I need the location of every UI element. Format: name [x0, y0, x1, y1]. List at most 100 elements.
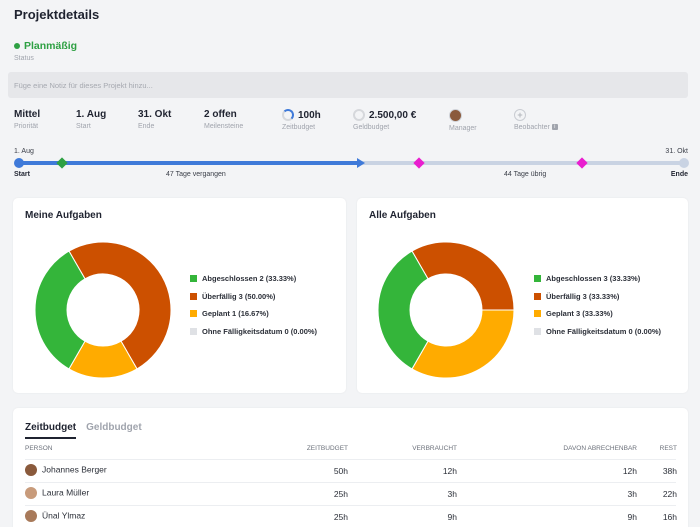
- legend-item[interactable]: Abgeschlossen 2 (33.33%): [190, 270, 317, 288]
- my-tasks-donut-chart: [34, 241, 172, 379]
- priority-caption: Priorität: [14, 123, 39, 130]
- project-note-input[interactable]: Füge eine Notiz für dieses Projekt hinzu…: [8, 72, 688, 98]
- my-tasks-card: Meine Aufgaben Abgeschlossen 2 (33.33%) …: [13, 198, 346, 393]
- table-divider: [25, 505, 676, 506]
- timeline-bar[interactable]: [14, 157, 689, 169]
- legend-item[interactable]: Geplant 1 (16.67%): [190, 305, 317, 323]
- all-tasks-legend: Abgeschlossen 3 (33.33%) Überfällig 3 (3…: [534, 270, 661, 340]
- legend-item[interactable]: Ohne Fälligkeitsdatum 0 (0.00%): [190, 323, 317, 341]
- row-billable: 12h: [622, 466, 637, 476]
- all-tasks-donut-chart: [377, 241, 515, 379]
- legend-swatch: [190, 275, 197, 283]
- milestone-open-icon[interactable]: [413, 157, 425, 169]
- col-budget-header[interactable]: Zeitbudget: [306, 445, 348, 452]
- person-avatar: [25, 487, 37, 499]
- all-tasks-card: Alle Aufgaben Abgeschlossen 3 (33.33%) Ü…: [357, 198, 688, 393]
- person-avatar: [25, 464, 37, 476]
- meta-manager[interactable]: Manager: [449, 109, 477, 132]
- end-caption: Ende: [138, 123, 155, 130]
- milestone-open-icon[interactable]: [576, 157, 588, 169]
- legend-item[interactable]: Überfällig 3 (33.33%): [534, 288, 661, 306]
- tab-money-budget[interactable]: Geldbudget: [86, 422, 142, 433]
- my-tasks-title: Meine Aufgaben: [25, 210, 102, 221]
- person-name: Ünal Ylmaz: [42, 510, 86, 521]
- manager-avatar[interactable]: [449, 109, 462, 122]
- legend-swatch: [534, 292, 541, 300]
- money-budget-caption: Geldbudget: [353, 124, 390, 131]
- timeline-end-date: 31. Okt: [665, 148, 688, 155]
- meta-money-budget[interactable]: 2.500,00 € Geldbudget: [353, 109, 416, 131]
- meta-priority[interactable]: Mittel Priorität: [14, 109, 40, 130]
- legend-item[interactable]: Überfällig 3 (50.00%): [190, 288, 317, 306]
- row-budget: 25h: [333, 489, 348, 499]
- legend-swatch: [534, 275, 541, 283]
- row-rest: 38h: [662, 466, 677, 476]
- donut-slice-überfällig[interactable]: [411, 241, 515, 311]
- row-billable: 9h: [627, 512, 637, 522]
- status-indicator[interactable]: Planmäßig: [14, 40, 77, 52]
- person-name: Johannes Berger: [42, 464, 107, 475]
- row-budget: 25h: [333, 512, 348, 522]
- meta-milestones[interactable]: 2 offen Meilensteine: [204, 109, 243, 130]
- col-billable-header[interactable]: Davon abrechenbar: [563, 445, 637, 452]
- timeline-end-dot: [679, 158, 689, 168]
- legend-label: Überfällig 3 (50.00%): [202, 291, 276, 301]
- donut-slice-geplant[interactable]: [411, 309, 515, 379]
- table-row[interactable]: Laura Müller 25h 3h 3h 22h: [13, 482, 688, 505]
- time-budget-caption: Zeitbudget: [282, 124, 316, 131]
- all-tasks-title: Alle Aufgaben: [369, 210, 436, 221]
- col-person-header[interactable]: Person: [25, 445, 53, 452]
- money-budget-ring-icon: [353, 109, 365, 121]
- meta-observer[interactable]: + Beobachter i: [514, 109, 558, 131]
- add-observer-icon[interactable]: +: [514, 109, 526, 121]
- info-icon[interactable]: i: [551, 124, 558, 131]
- legend-label: Geplant 3 (33.33%): [546, 309, 613, 319]
- row-used: 12h: [442, 466, 457, 476]
- col-rest-header[interactable]: Rest: [659, 445, 677, 452]
- manager-caption: Manager: [449, 125, 477, 132]
- status-dot-icon: [14, 43, 20, 49]
- col-used-header[interactable]: Verbraucht: [412, 445, 457, 452]
- legend-item[interactable]: Ohne Fälligkeitsdatum 0 (0.00%): [534, 323, 661, 341]
- timeline-elapsed-label: 47 Tage vergangen: [166, 171, 226, 178]
- meta-end[interactable]: 31. Okt Ende: [138, 109, 171, 130]
- donut-slice-abgeschlossen[interactable]: [34, 250, 86, 370]
- meta-start[interactable]: 1. Aug Start: [76, 109, 106, 130]
- legend-swatch: [534, 310, 541, 318]
- row-budget: 50h: [333, 466, 348, 476]
- row-billable: 3h: [627, 489, 637, 499]
- legend-label: Ohne Fälligkeitsdatum 0 (0.00%): [202, 326, 318, 336]
- timeline-today-arrow-icon: [357, 158, 365, 168]
- timeline-elapsed-track: [18, 161, 362, 165]
- legend-item[interactable]: Geplant 3 (33.33%): [534, 305, 661, 323]
- end-value: 31. Okt: [138, 109, 172, 120]
- legend-swatch: [190, 310, 197, 318]
- timeline-start-dot: [14, 158, 24, 168]
- table-divider: [25, 482, 676, 483]
- row-rest: 22h: [662, 489, 677, 499]
- start-caption: Start: [76, 123, 91, 130]
- milestones-caption: Meilensteine: [204, 123, 244, 130]
- row-rest: 16h: [662, 512, 677, 522]
- donut-slice-abgeschlossen[interactable]: [377, 250, 429, 370]
- donut-slice-überfällig[interactable]: [68, 241, 172, 370]
- legend-item[interactable]: Abgeschlossen 3 (33.33%): [534, 270, 661, 288]
- milestone-done-icon[interactable]: [56, 157, 68, 169]
- legend-swatch: [190, 327, 197, 335]
- table-row[interactable]: Ünal Ylmaz 25h 9h 9h 16h: [13, 505, 688, 527]
- row-used: 9h: [447, 512, 457, 522]
- timeline-start-date: 1. Aug: [14, 148, 34, 155]
- legend-swatch: [534, 327, 541, 335]
- start-value: 1. Aug: [76, 109, 107, 120]
- my-tasks-legend: Abgeschlossen 2 (33.33%) Überfällig 3 (5…: [190, 270, 317, 340]
- legend-label: Überfällig 3 (33.33%): [546, 291, 620, 301]
- observer-caption: Beobachter: [514, 124, 550, 131]
- person-avatar: [25, 510, 37, 522]
- tab-time-budget[interactable]: Zeitbudget: [25, 422, 77, 439]
- priority-value: Mittel: [14, 109, 41, 120]
- meta-time-budget[interactable]: 100h Zeitbudget: [282, 109, 321, 131]
- money-budget-value: 2.500,00 €: [369, 109, 417, 121]
- budget-card: Zeitbudget Geldbudget Person Zeitbudget V…: [13, 408, 688, 527]
- table-row[interactable]: Johannes Berger 50h 12h 12h 38h: [13, 459, 688, 482]
- milestones-value: 2 offen: [204, 109, 237, 120]
